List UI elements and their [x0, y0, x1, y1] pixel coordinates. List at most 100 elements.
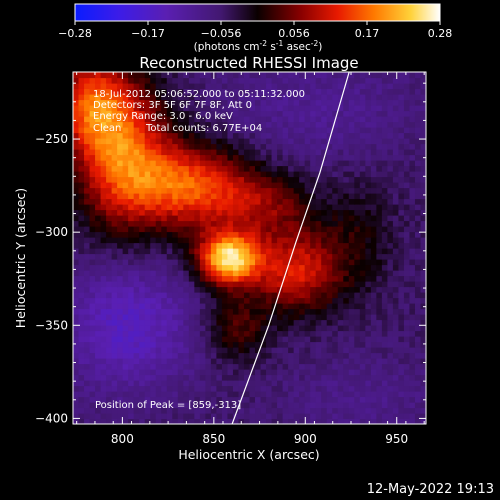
heatmap-cell — [392, 396, 400, 403]
heatmap-cell — [188, 308, 195, 315]
heatmap-cell — [277, 259, 284, 266]
heatmap-cell — [78, 259, 85, 266]
heatmap-cell — [365, 341, 372, 348]
heatmap-cell — [255, 171, 262, 178]
heatmap-cell — [150, 138, 157, 145]
heatmap-cell — [409, 391, 416, 398]
heatmap-cell — [370, 143, 377, 150]
heatmap-cell — [359, 374, 366, 381]
heatmap-cell — [100, 220, 107, 227]
heatmap-cell — [403, 319, 411, 326]
heatmap-cell — [100, 358, 107, 365]
heatmap-cell — [183, 165, 190, 172]
heatmap-cell — [232, 385, 240, 392]
heatmap-cell — [381, 99, 388, 106]
heatmap-cell — [166, 198, 173, 205]
heatmap-cell — [293, 391, 300, 398]
heatmap-cell — [348, 413, 355, 420]
heatmap-cell — [144, 341, 151, 348]
heatmap-cell — [111, 286, 118, 293]
heatmap-cell — [365, 149, 372, 156]
heatmap-cell — [100, 380, 107, 387]
heatmap-cell — [183, 413, 190, 420]
heatmap-cell — [243, 297, 251, 304]
heatmap-cell — [243, 253, 251, 260]
heatmap-cell — [122, 237, 129, 244]
heatmap-cell — [288, 193, 295, 200]
heatmap-cell — [354, 116, 361, 123]
heatmap-cell — [106, 308, 113, 315]
heatmap-cell — [392, 358, 400, 365]
heatmap-cell — [150, 330, 157, 337]
heatmap-cell — [177, 110, 184, 117]
heatmap-cell — [299, 88, 306, 95]
heatmap-cell — [221, 88, 229, 95]
heatmap-cell — [354, 110, 361, 117]
heatmap-cell — [84, 209, 91, 216]
heatmap-cell — [370, 83, 377, 90]
heatmap-cell — [188, 413, 195, 420]
heatmap-cell — [255, 275, 262, 282]
heatmap-cell — [354, 204, 361, 211]
heatmap-cell — [89, 369, 96, 376]
heatmap-cell — [194, 99, 201, 106]
heatmap-cell — [133, 204, 140, 211]
heatmap-cell — [95, 121, 102, 128]
heatmap-cell — [249, 341, 256, 348]
heatmap-cell — [266, 413, 273, 420]
heatmap-cell — [310, 77, 317, 84]
heatmap-cell — [150, 204, 157, 211]
heatmap-cell — [95, 242, 102, 249]
heatmap-cell — [376, 341, 383, 348]
heatmap-cell — [293, 270, 300, 277]
heatmap-cell — [348, 149, 355, 156]
heatmap-cell — [139, 336, 146, 343]
heatmap-cell — [243, 182, 251, 189]
heatmap-cell — [150, 149, 157, 156]
heatmap-cell — [139, 237, 146, 244]
heatmap-cell — [188, 352, 195, 359]
heatmap-cell — [332, 242, 339, 249]
heatmap-cell — [315, 270, 322, 277]
heatmap-cell — [150, 253, 157, 260]
heatmap-cell — [139, 94, 146, 101]
heatmap-cell — [144, 281, 151, 288]
heatmap-cell — [414, 132, 422, 139]
heatmap-cell — [205, 413, 212, 420]
heatmap-cell — [293, 88, 300, 95]
heatmap-cell — [106, 132, 113, 139]
heatmap-cell — [255, 94, 262, 101]
heatmap-cell — [249, 116, 256, 123]
heatmap-cell — [315, 308, 322, 315]
heatmap-cell — [166, 253, 173, 260]
heatmap-cell — [210, 187, 218, 194]
heatmap-cell — [293, 77, 300, 84]
heatmap-cell — [183, 281, 190, 288]
heatmap-cell — [172, 138, 179, 145]
heatmap-cell — [133, 231, 140, 238]
heatmap-cell — [376, 132, 383, 139]
heatmap-cell — [392, 165, 400, 172]
heatmap-cell — [414, 286, 422, 293]
heatmap-cell — [348, 292, 355, 299]
heatmap-cell — [73, 127, 80, 134]
heatmap-cell — [266, 308, 273, 315]
heatmap-cell — [221, 330, 229, 337]
heatmap-cell — [293, 308, 300, 315]
heatmap-cell — [117, 116, 124, 123]
heatmap-cell — [420, 363, 426, 370]
heatmap-cell — [117, 77, 124, 84]
heatmap-cell — [221, 83, 229, 90]
heatmap-cell — [249, 242, 256, 249]
heatmap-cell — [255, 127, 262, 134]
heatmap-cell — [255, 385, 262, 392]
heatmap-cell — [310, 336, 317, 343]
heatmap-cell — [414, 176, 422, 183]
heatmap-cell — [392, 336, 400, 343]
heatmap-cell — [420, 242, 426, 249]
heatmap-cell — [321, 281, 328, 288]
heatmap-cell — [95, 204, 102, 211]
heatmap-cell — [210, 193, 218, 200]
heatmap-cell — [299, 292, 306, 299]
heatmap-cell — [238, 352, 245, 359]
